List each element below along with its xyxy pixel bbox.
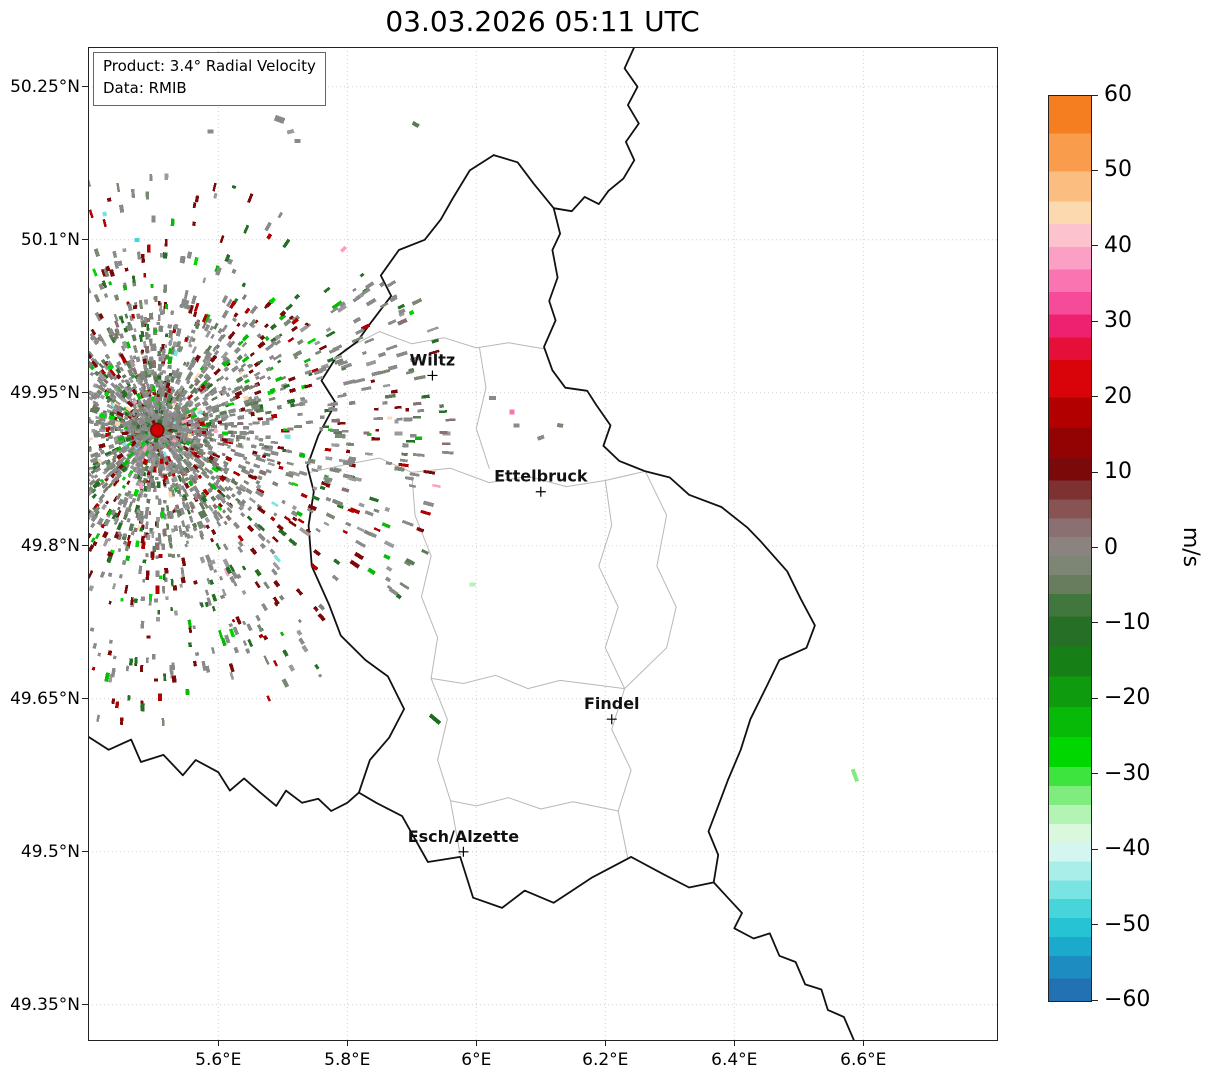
colorbar-tick-label: −30 (1104, 760, 1151, 786)
colorbar-units-label: m/s (1178, 526, 1203, 568)
lon-tick-label: 5.8°E (324, 1050, 371, 1070)
colorbar-tick-label: 60 (1104, 82, 1132, 107)
colorbar-tick-label: 0 (1104, 534, 1118, 560)
colorbar-tick-label: −10 (1104, 609, 1151, 635)
lon-tick-mark (733, 1040, 735, 1046)
colorbar-tick-label: −40 (1104, 836, 1151, 862)
colorbar (1048, 95, 1092, 1002)
radar-echo-points (88, 173, 456, 727)
colorbar-tick-mark (1092, 471, 1098, 473)
colorbar-tick-label: −20 (1104, 685, 1151, 711)
lat-tick-label: 49.8°N (20, 535, 80, 556)
city-label: Wiltz (410, 350, 456, 369)
colorbar-tick-label: 20 (1104, 383, 1132, 409)
city-marker-cross-icon (427, 370, 438, 381)
lon-tick-label: 6°E (461, 1050, 492, 1070)
canton-borders (309, 331, 677, 860)
radar-echo-outliers (134, 114, 860, 783)
colorbar-tick-label: 30 (1104, 308, 1132, 334)
colorbar-tick-label: 10 (1104, 459, 1132, 485)
colorbar-tick-mark (1092, 622, 1098, 624)
colorbar-tick-mark (1092, 169, 1098, 171)
lon-tick-mark (604, 1040, 606, 1046)
lat-tick-mark (82, 1004, 88, 1006)
colorbar-tick-label: −50 (1104, 911, 1151, 937)
lon-tick-label: 6.2°E (582, 1050, 629, 1070)
lat-tick-mark (82, 392, 88, 394)
data-source-line: Data: RMIB (103, 78, 187, 97)
colorbar-tick-mark (1092, 396, 1098, 398)
lat-tick-label: 49.65°N (10, 688, 80, 709)
colorbar-tick-label: 40 (1104, 232, 1132, 258)
colorbar-tick-label: −60 (1104, 987, 1151, 1012)
figure-title: 03.03.2026 05:11 UTC (385, 5, 700, 38)
radar-site-dot-icon (150, 422, 165, 438)
colorbar-tick-mark (1092, 999, 1098, 1001)
lon-tick-label: 6.6°E (840, 1050, 887, 1070)
colorbar-tick-mark (1092, 245, 1098, 247)
colorbar-tick-mark (1092, 320, 1098, 322)
lat-tick-mark (82, 239, 88, 241)
city-label: Findel (584, 694, 640, 713)
lat-tick-mark (82, 545, 88, 547)
colorbar-tick-mark (1092, 547, 1098, 548)
colorbar-tick-mark (1092, 697, 1098, 699)
product-info-box: Product: 3.4° Radial Velocity Data: RMIB (93, 52, 326, 106)
lat-tick-mark (82, 86, 88, 88)
lat-tick-label: 49.95°N (10, 382, 80, 403)
map-canvas: Wiltz Ettelbruck Findel Esch/Alzette (88, 47, 997, 1040)
product-info-line: Product: 3.4° Radial Velocity (103, 57, 316, 75)
lon-tick-mark (217, 1040, 219, 1046)
city-marker-cross-icon (606, 714, 617, 725)
colorbar-tick-mark (1092, 924, 1098, 926)
lon-tick-label: 6.4°E (711, 1050, 758, 1070)
lat-tick-mark (82, 698, 88, 700)
city-marker-cross-icon (535, 486, 546, 497)
lon-tick-mark (346, 1040, 348, 1046)
city-marker-cross-icon (458, 846, 469, 857)
city-label: Ettelbruck (494, 467, 588, 486)
lat-tick-label: 50.1°N (20, 229, 80, 250)
gridlines (88, 47, 997, 1040)
lat-tick-mark (82, 851, 88, 853)
colorbar-tick-mark (1092, 848, 1098, 850)
lat-tick-label: 49.35°N (10, 994, 80, 1015)
radar-site-marker (150, 422, 165, 438)
city-markers: Wiltz Ettelbruck Findel Esch/Alzette (408, 350, 640, 857)
country-borders (88, 47, 855, 1040)
colorbar-tick-mark (1092, 94, 1098, 96)
lon-tick-mark (475, 1040, 477, 1046)
colorbar-tick-mark (1092, 773, 1098, 775)
lat-tick-label: 50.25°N (10, 76, 80, 97)
colorbar-tick-label: 50 (1104, 157, 1132, 183)
lat-tick-label: 49.5°N (20, 841, 80, 862)
city-label: Esch/Alzette (408, 827, 520, 846)
lon-tick-label: 5.6°E (195, 1050, 242, 1070)
lon-tick-mark (862, 1040, 864, 1046)
